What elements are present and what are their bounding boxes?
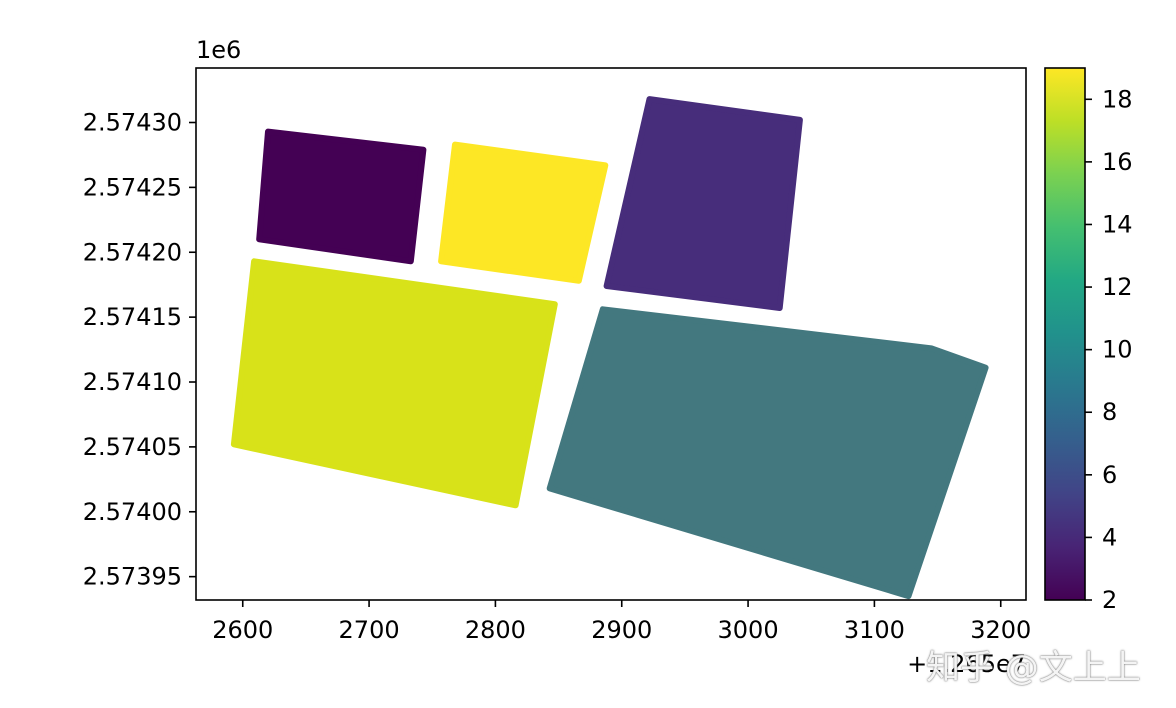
x-tick-label: 2600 <box>212 616 273 644</box>
y-axis: 2.57395 2.57400 2.57405 2.57410 2.57415 2.574… <box>83 108 196 591</box>
polygon-value-9 <box>546 306 989 600</box>
colorbar-tick-label: 2 <box>1102 586 1117 614</box>
colorbar-tick-label: 6 <box>1102 461 1117 489</box>
polygon-value-17 <box>230 258 558 509</box>
x-axis: 2600 2700 2800 2900 3000 3100 3200 <box>212 600 1031 644</box>
watermark: 知乎 @文上上 <box>926 648 1141 688</box>
colorbar-tick-label: 14 <box>1102 210 1133 238</box>
x-tick-label: 3200 <box>970 616 1031 644</box>
plot-frame <box>195 67 1027 601</box>
y-offset-label: 1e6 <box>196 36 241 64</box>
y-tick-label: 2.57415 <box>83 303 182 331</box>
map-axes: 2600 2700 2800 2900 3000 3100 3200 2.573952.57… <box>83 36 1032 678</box>
y-tick-label: 2.57400 <box>83 498 182 526</box>
colorbar-gradient <box>1045 68 1085 600</box>
x-tick-label: 2700 <box>339 616 400 644</box>
colorbar-tick-label: 18 <box>1102 85 1133 113</box>
y-tick-label: 2.57425 <box>83 173 182 201</box>
x-tick-label: 3000 <box>718 616 779 644</box>
colorbar-tick-label: 16 <box>1102 148 1133 176</box>
colorbar-tick-label: 8 <box>1102 398 1117 426</box>
polygon-layer <box>230 96 989 600</box>
polygon-value-4 <box>603 96 803 311</box>
polygon-value-2 <box>256 128 427 265</box>
x-offset-label: +1.265e7 <box>907 650 1026 678</box>
y-tick-label: 2.57410 <box>83 368 182 396</box>
colorbar-tick-label: 10 <box>1102 336 1133 364</box>
colorbar-tick-label: 4 <box>1102 523 1117 551</box>
colorbar: 2 4 6 8 10 12 14 16 18 <box>1044 67 1133 614</box>
x-tick-label: 2800 <box>465 616 526 644</box>
colorbar-tick-label: 12 <box>1102 273 1133 301</box>
polygon-value-19 <box>438 141 609 284</box>
y-tick-label: 2.57405 <box>83 433 182 461</box>
colorbar-frame <box>1044 67 1086 601</box>
x-tick-label: 3100 <box>844 616 905 644</box>
y-tick-label: 2.57430 <box>83 108 182 136</box>
y-tick-label: 2.57395 <box>83 563 182 591</box>
colorbar-ticks: 2 4 6 8 10 12 14 16 18 <box>1085 85 1133 614</box>
x-tick-label: 2900 <box>591 616 652 644</box>
y-tick-label: 2.57420 <box>83 238 182 266</box>
